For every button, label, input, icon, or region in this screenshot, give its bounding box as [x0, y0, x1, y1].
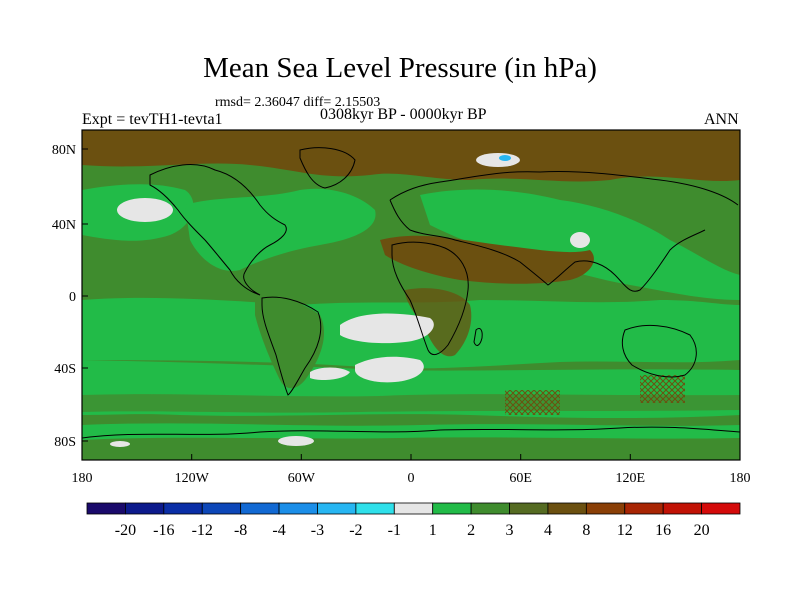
- colorbar-swatch: [355, 502, 395, 515]
- coast-madagascar: [473, 327, 483, 346]
- colorbar-swatch: [662, 502, 702, 515]
- experiment-label: Expt = tevTH1-tevta1: [82, 111, 223, 128]
- coast-north-america: [149, 164, 287, 296]
- region-south-midlat: [82, 394, 740, 413]
- colorbar-swatch: [240, 502, 280, 515]
- patch-weddell: [278, 436, 314, 446]
- patch-arctic-blue: [499, 155, 511, 161]
- colorbar-label: -20: [115, 522, 136, 539]
- lon-tick-label: 180: [730, 471, 751, 486]
- colorbar-swatch: [624, 502, 664, 515]
- coast-africa: [391, 241, 469, 356]
- lat-tick-label: 40S: [54, 362, 76, 377]
- coast-australia: [621, 325, 697, 378]
- colorbar-label: -2: [349, 522, 362, 539]
- colorbar-label: -4: [272, 522, 285, 539]
- patch-south-atlantic: [340, 313, 434, 344]
- lon-tick-label: 0: [408, 471, 415, 486]
- colorbar-swatch: [470, 502, 510, 515]
- patch-south-america-coast: [310, 367, 350, 380]
- patch-ross: [110, 441, 130, 447]
- season-label: ANN: [704, 111, 739, 128]
- patch-tibet: [570, 232, 590, 248]
- colorbar-swatch: [163, 502, 203, 515]
- longitude-axis: 180 120W 60W 0 60E 120E 180: [72, 454, 751, 486]
- colorbar-swatch: [278, 502, 318, 515]
- region-antarctic-interior: [82, 437, 740, 460]
- colorbar-label: 16: [655, 522, 671, 539]
- lat-tick-label: 40N: [52, 218, 76, 233]
- map-field: [82, 130, 740, 460]
- colorbar-swatch: [86, 502, 126, 515]
- colorbar-swatch: [393, 502, 434, 515]
- colorbar-label: 20: [694, 522, 710, 539]
- colorbar-label: -16: [153, 522, 174, 539]
- patch-south-atlantic-2: [355, 356, 424, 383]
- statistics-label: rmsd= 2.36047 diff= 2.15503: [215, 95, 381, 110]
- hatched-region-pacific: [640, 375, 685, 403]
- hatched-region-indian: [505, 390, 560, 415]
- colorbar-label: 3: [506, 522, 514, 539]
- coast-antarctica: [82, 426, 740, 439]
- region-arctic: [82, 130, 740, 182]
- lon-tick-label: 180: [72, 471, 93, 486]
- page-title: Mean Sea Level Pressure (in hPa): [203, 52, 597, 84]
- patch-barents: [476, 153, 520, 167]
- colorbar-label: -1: [388, 522, 401, 539]
- colorbar-label: 4: [544, 522, 552, 539]
- region-southern-ocean: [82, 360, 740, 419]
- lon-tick-label: 120E: [616, 471, 646, 486]
- colorbar-label: 1: [429, 522, 437, 539]
- colorbar-swatch: [701, 502, 741, 515]
- coast-eurasia: [389, 171, 739, 292]
- colorbar-label: -3: [311, 522, 324, 539]
- coast-south-america: [261, 296, 322, 396]
- patch-north-pacific: [117, 198, 173, 222]
- lat-tick-label: 80S: [54, 435, 76, 450]
- latitude-axis: 80N 40N 0 40S 80S: [52, 143, 88, 450]
- region-sahara-asia: [380, 235, 594, 284]
- colorbar-swatch: [125, 502, 165, 515]
- colorbar-swatch: [509, 502, 549, 515]
- colorbar-swatch: [317, 502, 357, 515]
- colorbar: -20 -16 -12 -8 -4 -3 -2 -1 1 2 3 4 8 12 16 20: [86, 502, 741, 539]
- lat-tick-label: 0: [69, 290, 76, 305]
- colorbar-label: 8: [582, 522, 590, 539]
- colorbar-label: 12: [617, 522, 633, 539]
- lon-tick-label: 120W: [175, 471, 210, 486]
- coast-greenland: [299, 147, 356, 189]
- coastlines: [82, 147, 740, 439]
- colorbar-swatch: [201, 502, 242, 515]
- lon-tick-label: 60E: [509, 471, 532, 486]
- lon-tick-label: 60W: [288, 471, 316, 486]
- region-atlantic: [185, 188, 376, 271]
- colorbar-swatch: [432, 502, 472, 515]
- region-africa: [405, 288, 472, 357]
- colorbar-label: -8: [234, 522, 247, 539]
- colorbar-swatch: [585, 502, 626, 515]
- colorbar-label: 2: [467, 522, 475, 539]
- period-label: 0308kyr BP - 0000kyr BP: [320, 106, 487, 123]
- lat-tick-label: 80N: [52, 143, 76, 158]
- colorbar-swatch: [547, 502, 587, 515]
- colorbar-label: -12: [192, 522, 213, 539]
